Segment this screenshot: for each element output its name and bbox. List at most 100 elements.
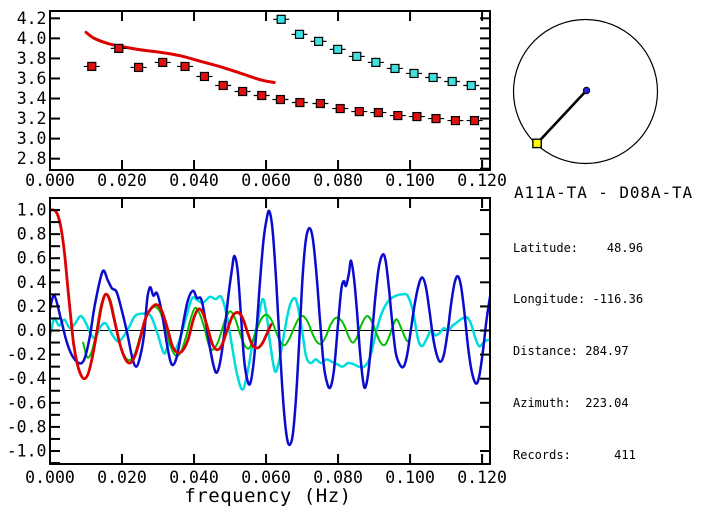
dispersion-point[interactable] <box>154 57 171 68</box>
dispersion-points-cyan-marker[interactable] <box>333 44 343 54</box>
dispersion-point[interactable] <box>389 110 406 121</box>
dispersion-point[interactable] <box>370 107 387 118</box>
dispersion-point[interactable] <box>177 61 194 72</box>
dispersion-points-red-marker[interactable] <box>158 57 168 68</box>
dispersion-point[interactable] <box>291 29 308 39</box>
y-tick-label: -1.0 <box>7 441 47 460</box>
dispersion-points-cyan-marker[interactable] <box>352 51 362 62</box>
dispersion-points-red-marker[interactable] <box>469 115 480 126</box>
dispersion-point[interactable] <box>273 14 290 24</box>
spectra-plot[interactable]: 0.000 0.020 0.040 0.060 0.080 0.100 0.120 -1.0 -… <box>7 197 507 487</box>
dispersion-point[interactable] <box>406 68 423 79</box>
dispersion-plot[interactable]: 0.000 0.020 0.040 0.060 0.080 0.100 0.1202.83.… <box>17 9 507 190</box>
series-layer <box>50 208 490 447</box>
dispersion-point[interactable] <box>351 106 368 117</box>
info-line-records: Records: 411 <box>513 448 636 463</box>
series-layer <box>83 14 483 126</box>
dispersion-points-red-marker[interactable] <box>199 71 210 82</box>
plot-frame <box>49 197 491 465</box>
dispersion-point[interactable] <box>408 111 425 122</box>
y-tick-label: 0.8 <box>17 225 47 244</box>
dispersion-points-cyan-marker[interactable] <box>428 72 438 83</box>
x-tick-label: 0.000 <box>25 171 75 190</box>
dispersion-points-red-marker[interactable] <box>180 61 190 72</box>
dispersion-points-red-marker[interactable] <box>87 61 97 72</box>
dispersion-point[interactable] <box>130 62 147 73</box>
dispersion-point[interactable] <box>310 36 327 46</box>
y-tick-label: -0.6 <box>7 393 47 412</box>
x-tick-label: 0.100 <box>385 468 435 487</box>
great-circle-ring <box>512 18 659 165</box>
x-tick-label: 0.020 <box>97 171 147 190</box>
x-tick-label: 0.100 <box>385 171 435 190</box>
dispersion-points-red-marker[interactable] <box>133 62 144 73</box>
dispersion-point[interactable] <box>215 80 232 91</box>
x-tick-label: 0.020 <box>97 468 147 487</box>
dispersion-points-red-marker[interactable] <box>450 115 461 126</box>
dispersion-points-red-marker[interactable] <box>238 86 248 97</box>
plot-frame <box>49 10 491 171</box>
dispersion-point[interactable] <box>348 51 365 62</box>
dispersion-points-red-marker[interactable] <box>275 94 286 105</box>
y-tick-label: 0.2 <box>17 297 47 316</box>
dispersion-point[interactable] <box>427 113 444 124</box>
x-tick-label: 0.120 <box>457 468 507 487</box>
dispersion-points-red-marker[interactable] <box>412 111 422 122</box>
dispersion-points-cyan-marker[interactable] <box>409 68 419 79</box>
dispersion-point[interactable] <box>463 80 480 91</box>
y-tick-label: 4.2 <box>17 9 47 28</box>
dispersion-points-cyan-marker[interactable] <box>447 76 457 87</box>
dispersion-point[interactable] <box>272 94 289 105</box>
dispersion-point[interactable] <box>234 86 251 97</box>
dispersion-point[interactable] <box>444 76 461 87</box>
dispersion-points-red-marker[interactable] <box>335 103 345 114</box>
dispersion-point[interactable] <box>367 57 384 68</box>
dispersion-points-red-marker[interactable] <box>295 97 305 108</box>
y-tick-label: -0.4 <box>7 369 47 388</box>
dispersion-points-red-marker[interactable] <box>431 113 441 124</box>
y-tick-label: 3.4 <box>17 89 47 108</box>
y-tick-label: 2.8 <box>17 149 47 168</box>
dispersion-points-cyan-marker[interactable] <box>294 29 305 39</box>
x-tick-label: 0.080 <box>313 468 363 487</box>
y-tick-label: 3.2 <box>17 109 47 128</box>
y-tick-label: 0.4 <box>17 273 47 292</box>
dispersion-points-cyan-marker[interactable] <box>390 63 400 74</box>
y-tick-label: -0.2 <box>7 345 47 364</box>
dispersion-points-cyan-marker[interactable] <box>466 80 476 91</box>
info-line-distance: Distance: 284.97 <box>513 344 629 359</box>
dispersion-points-cyan-marker[interactable] <box>314 36 324 46</box>
azimuth-line <box>536 90 587 145</box>
dispersion-point[interactable] <box>332 103 349 114</box>
dispersion-point[interactable] <box>312 98 329 109</box>
y-tick-label: 3.6 <box>17 69 47 88</box>
dispersion-points-cyan-marker[interactable] <box>276 14 286 24</box>
y-tick-label: 0.0 <box>17 321 47 340</box>
dispersion-point[interactable] <box>425 72 442 83</box>
dispersion-points-red-marker[interactable] <box>354 106 364 117</box>
dispersion-points-red-marker[interactable] <box>257 90 267 101</box>
dispersion-point[interactable] <box>83 61 100 72</box>
dispersion-points-red-marker[interactable] <box>315 98 326 109</box>
azimuth-dial <box>512 18 659 165</box>
dispersion-point[interactable] <box>291 97 308 108</box>
dispersion-points-red-marker[interactable] <box>218 80 228 91</box>
dispersion-point[interactable] <box>447 115 464 126</box>
x-tick-label: 0.040 <box>169 468 219 487</box>
dispersion-point[interactable] <box>110 43 127 53</box>
x-tick-label: 0.120 <box>457 171 507 190</box>
dispersion-points-red-marker[interactable] <box>393 110 403 121</box>
y-tick-label: -0.8 <box>7 417 47 436</box>
dispersion-points-red-marker[interactable] <box>114 43 124 53</box>
dispersion-points-cyan-marker[interactable] <box>371 57 381 68</box>
dispersion-points-red-marker[interactable] <box>373 107 383 118</box>
x-tick-label: 0.000 <box>25 468 75 487</box>
station-pair-title: A11A-TA - D08A-TA <box>514 183 694 202</box>
dispersion-point[interactable] <box>466 115 483 126</box>
dispersion-point[interactable] <box>253 90 270 101</box>
dispersion-point[interactable] <box>329 44 346 54</box>
dispersion-point[interactable] <box>386 63 403 74</box>
dispersion-point[interactable] <box>196 71 213 82</box>
